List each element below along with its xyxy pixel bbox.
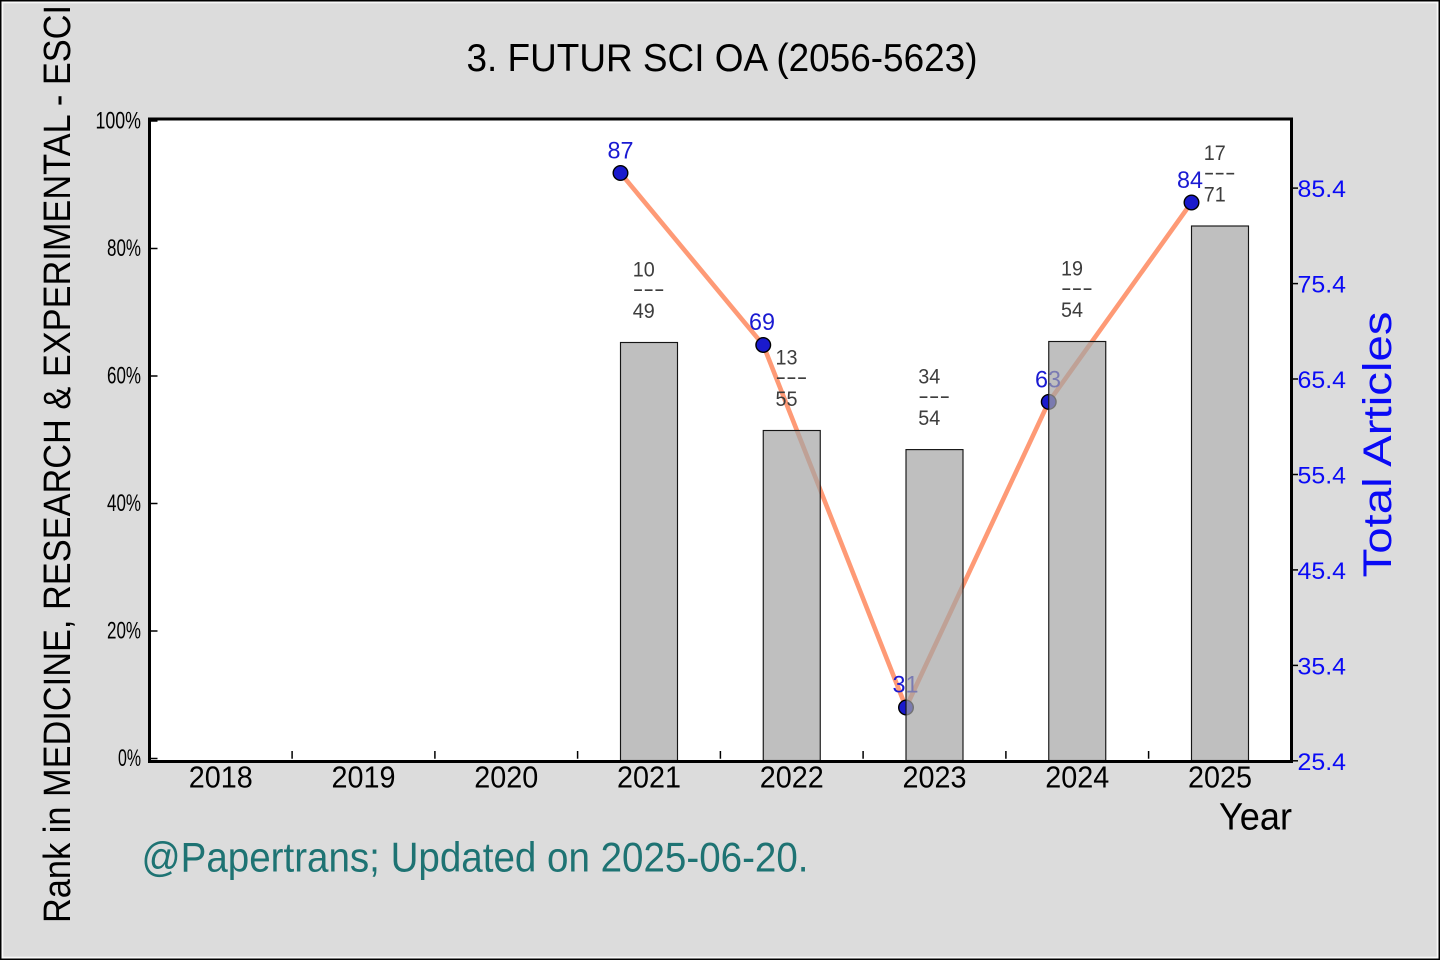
svg-text:84: 84 [1177,167,1203,194]
svg-text:Total Articles: Total Articles [1356,312,1400,578]
svg-text:---: --- [1204,161,1236,185]
svg-text:2018: 2018 [189,760,253,795]
svg-text:Rank in MEDICINE, RESEARCH & E: Rank in MEDICINE, RESEARCH & EXPERIMENTA… [37,5,79,923]
svg-text:34: 34 [918,365,940,389]
svg-text:87: 87 [608,138,634,165]
svg-text:---: --- [776,365,808,389]
svg-text:71: 71 [1204,183,1226,207]
svg-text:75.4: 75.4 [1298,272,1347,299]
svg-text:35.4: 35.4 [1298,653,1347,680]
svg-text:60%: 60% [107,362,141,389]
svg-text:54: 54 [918,406,940,430]
svg-text:65.4: 65.4 [1298,367,1347,394]
svg-text:25.4: 25.4 [1298,749,1347,776]
svg-text:2022: 2022 [760,760,824,795]
svg-text:3. FUTUR SCI OA (2056-5623): 3. FUTUR SCI OA (2056-5623) [467,37,978,80]
svg-text:---: --- [918,384,950,408]
svg-text:2024: 2024 [1045,760,1109,795]
svg-text:55: 55 [776,387,798,411]
svg-text:@Papertrans; Updated on 2025-0: @Papertrans; Updated on 2025-06-20. [142,834,809,881]
svg-text:40%: 40% [107,490,141,517]
svg-text:0%: 0% [118,745,141,772]
svg-text:Year: Year [1219,797,1292,839]
svg-text:10: 10 [633,258,655,282]
svg-text:2023: 2023 [903,760,967,795]
svg-text:2020: 2020 [474,760,538,795]
svg-text:2019: 2019 [332,760,396,795]
svg-text:19: 19 [1061,257,1083,281]
svg-text:---: --- [1061,276,1093,300]
svg-text:---: --- [633,277,665,301]
svg-text:54: 54 [1061,298,1083,322]
svg-text:69: 69 [749,309,775,336]
svg-text:45.4: 45.4 [1298,558,1347,585]
svg-text:85.4: 85.4 [1298,176,1347,203]
svg-text:20%: 20% [107,617,141,644]
svg-text:13: 13 [776,346,798,370]
svg-text:80%: 80% [107,235,141,262]
svg-text:2021: 2021 [617,760,681,795]
svg-text:2025: 2025 [1188,760,1252,795]
svg-text:17: 17 [1204,141,1226,165]
svg-text:100%: 100% [96,107,142,134]
svg-text:49: 49 [633,299,655,323]
svg-text:55.4: 55.4 [1298,463,1347,490]
